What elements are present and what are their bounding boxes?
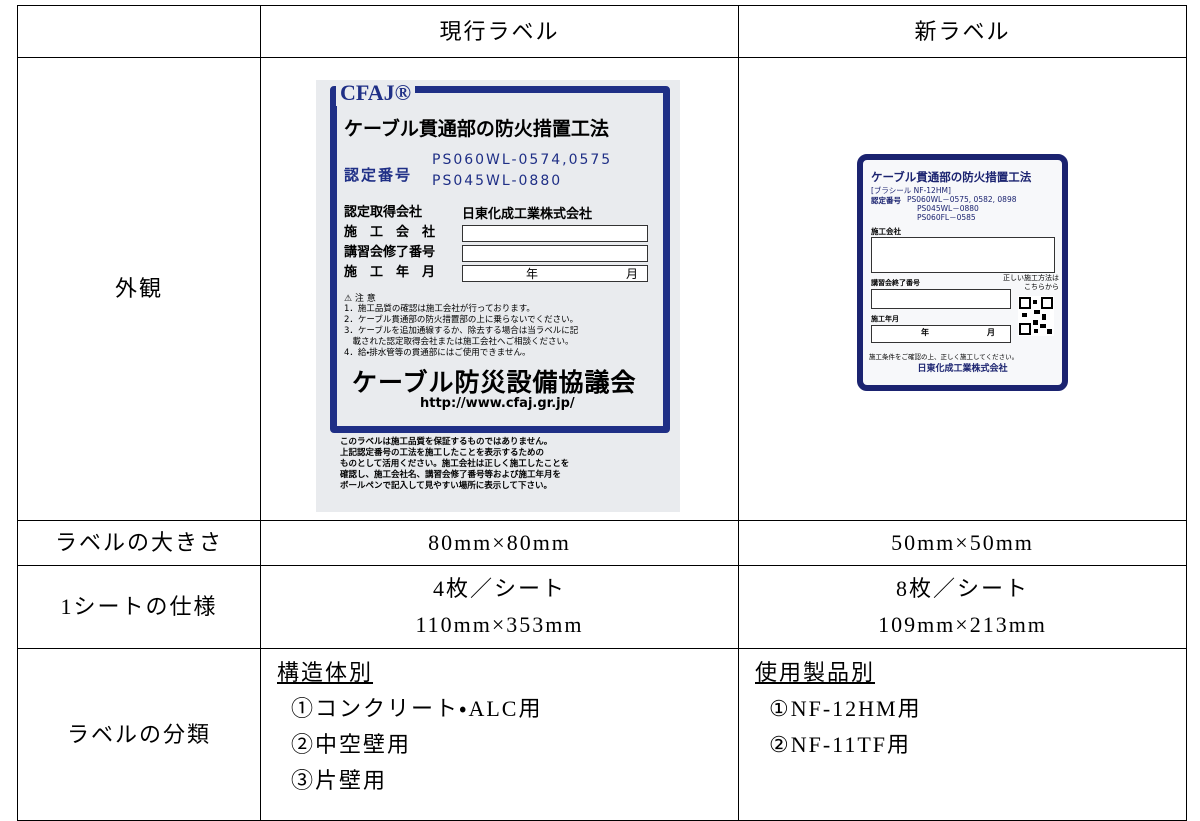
cell: 使用製品別 ①NF-12HM用 ②NF-11TF用 [738,648,1187,821]
field: 施 工 会 社 [344,225,436,240]
line: 8枚／シート [895,576,1029,601]
item: ②中空壁用 [291,732,412,757]
cell: 80mm×80mm [260,520,739,566]
header-cell: 新ラベル [738,5,1187,58]
cell: 50mm×50mm [738,520,1187,566]
line: 109mm×213mm [878,612,1047,637]
cert-number: PS060WL-0574,0575 [432,152,613,168]
field: 施工年月 [871,315,899,323]
footer-line: 確認し、施工会社名、講習会修了番号等および施工年月を [340,470,562,480]
input-box [462,265,648,282]
footer-line: ボールペンで記入して見やすい場所に表示して下さい。 [340,481,552,491]
field: 講習会修了番号 [344,245,436,260]
item: ①コンクリート・ALC用 [291,696,543,721]
brand: CFAJ® [336,80,416,106]
year: 年 [921,328,929,337]
cert-number: PS060WL－0575, 0582, 0898 [907,195,1017,204]
product: [ブラシール NF-12HM] [871,186,951,195]
current-label-image: CFAJ® ケーブル貫通部の防火措置工法 認定番号 PS060WL-0574,0… [316,80,680,512]
input-box [871,325,1011,343]
footer-line: ものとして活用ください。施工会社は正しく施工したことを [340,459,570,469]
label-frame [330,86,670,433]
line: 4枚／シート [432,576,566,601]
cell: 4枚／シート 110mm×353mm [260,565,739,649]
note: 2．ケーブル貫通部の防火措置部の上に乗らないでください。 [344,315,579,325]
year: 年 [526,267,539,281]
row-label: ラベルの分類 [17,648,261,821]
cert-label: 認定番号 [344,166,413,184]
heading: 構造体別 [277,660,374,685]
note: 3．ケーブルを追加通線するか、除去する場合は当ラベルに記 [344,326,579,336]
qr-note-line: こちらから [1024,283,1059,291]
cert-number: PS045WL－0880 [917,204,979,213]
cell: 8枚／シート 109mm×213mm [738,565,1187,649]
cert-label: 認定番号 [871,196,901,205]
notice: 施工条件をご確認の上、正しく施工してください。 [869,353,1019,361]
cert-number: PS045WL-0880 [432,173,563,189]
qr-note: 正しい施工方法は こちらから [993,274,1059,292]
label-title: ケーブル貫通部の防火措置工法 [871,170,1032,184]
new-label-image: ケーブル貫通部の防火措置工法 [ブラシール NF-12HM] 認定番号 PS06… [857,154,1068,391]
field: 認定取得会社 [344,205,423,220]
label-title: ケーブル貫通部の防火措置工法 [344,118,609,140]
row-label: 外観 [17,57,261,521]
field: 施工会社 [871,227,901,236]
line: 110mm×353mm [415,612,584,637]
url: http://www.cfaj.gr.jp/ [420,396,575,411]
footer: このラベルは施工品質を保証するものではありません。 上記認定番号の工法を施工した… [340,437,569,492]
caution: ⚠ 注 意 [344,294,376,304]
heading: 使用製品別 [755,660,876,685]
notes: 1．施工品質の確認は施工会社が行っております。 2．ケーブル貫通部の防火措置部の… [344,304,578,359]
company: 日東化成工業株式会社 [462,207,593,222]
association: ケーブル防災設備協議会 [352,370,637,397]
note: 載された認定取得会社または施工会社へご相談ください。 [344,337,574,347]
qr-note-line: 正しい施工方法は [1003,274,1059,282]
month: 月 [987,328,995,337]
row-label: 1シートの仕様 [17,565,261,649]
footer-line: 上記認定番号の工法を施工したことを表示するための [340,448,545,458]
footer-line: このラベルは施工品質を保証するものではありません。 [340,437,553,447]
item: ①NF-12HM用 [769,696,922,721]
input-box [871,237,1055,273]
note: 1．施工品質の確認は施工会社が行っております。 [344,304,535,314]
input-box [462,245,648,262]
input-box [462,225,648,242]
corner-cell [17,5,261,58]
item: ②NF-11TF用 [769,732,912,757]
row-label: ラベルの大きさ [17,520,261,566]
month: 月 [626,267,639,281]
input-box [871,289,1011,309]
cert-numbers: PS060WL－0575, 0582, 0898 PS045WL－0880 PS… [907,195,1017,222]
field-list: 認定取得会社 施 工 会 社 講習会修了番号 施 工 年 月 [344,203,435,283]
note: 4．給・排水管等の貫通部にはご使用できません。 [344,348,531,358]
cell: 構造体別 ①コンクリート・ALC用 ②中空壁用 ③片壁用 [260,648,739,821]
item: ③片壁用 [291,768,388,793]
company: 日東化成工業株式会社 [917,364,1008,374]
cert-number: PS060FL－0585 [917,213,976,222]
qr-code [1018,296,1054,336]
field: 講習会終了番号 [871,279,920,287]
field: 施 工 年 月 [344,265,436,280]
header-cell: 現行ラベル [260,5,739,58]
